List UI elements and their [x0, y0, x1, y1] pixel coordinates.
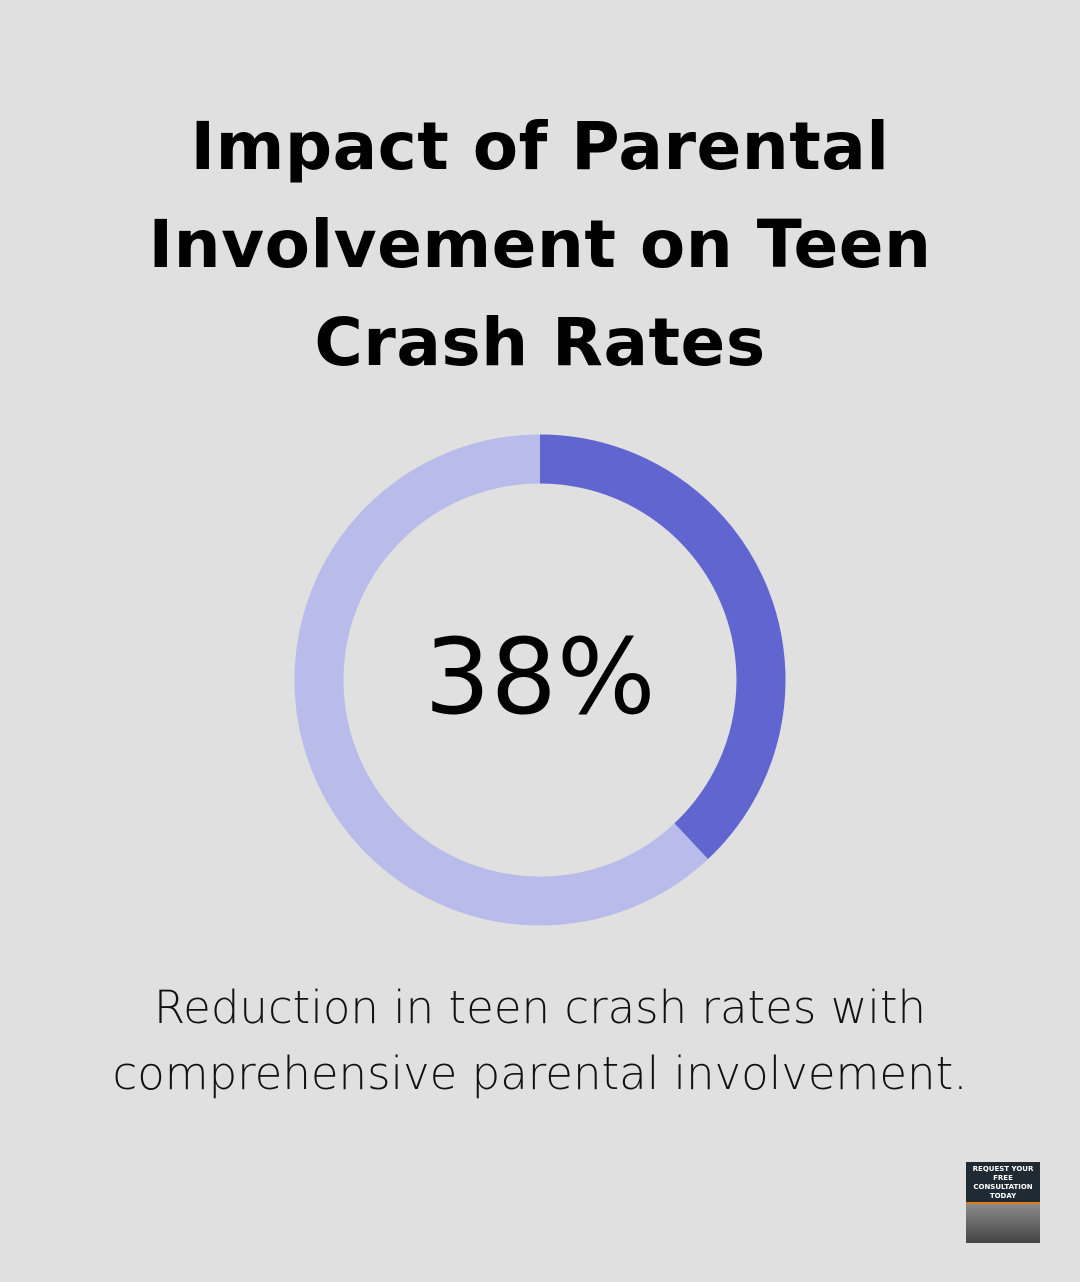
center-value-label: 38%	[424, 616, 656, 738]
chart-caption: Reduction in teen crash rates with compr…	[112, 981, 968, 1100]
team-photo	[966, 1204, 1040, 1243]
cta-label: REQUEST YOUR FREE CONSULTATION TODAY	[972, 1165, 1034, 1200]
donut-value-slice	[539, 434, 786, 859]
cta-divider	[966, 1202, 1040, 1204]
chart-title: Impact of Parental Involvement on Teen C…	[148, 108, 932, 381]
consultation-cta-banner[interactable]: REQUEST YOUR FREE CONSULTATION TODAY	[966, 1162, 1040, 1243]
